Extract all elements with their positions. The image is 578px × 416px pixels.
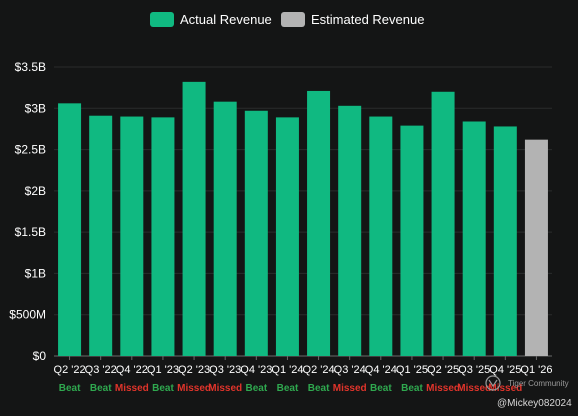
result-label: Beat <box>245 383 267 394</box>
y-tick-label: $2B <box>25 184 46 198</box>
x-tick-label: Q4 '25 <box>489 364 521 376</box>
watermark: Tiger Community @Mickey082024 <box>485 375 572 409</box>
y-tick-label: $3B <box>25 101 46 115</box>
x-tick-label: Q2 '25 <box>427 364 459 376</box>
bar-actual[interactable] <box>431 91 455 357</box>
tiger-logo-icon <box>485 375 501 391</box>
y-tick-label: $1.5B <box>15 225 46 239</box>
bar-actual[interactable] <box>462 121 486 356</box>
result-label: Missed <box>177 383 211 394</box>
x-tick-label: Q3 '22 <box>85 364 117 376</box>
result-label: Beat <box>277 383 299 394</box>
x-tick-label: Q3 '25 <box>458 364 490 376</box>
x-tick-label: Q2 '24 <box>303 364 335 376</box>
result-label: Missed <box>457 383 491 394</box>
bar-actual[interactable] <box>182 81 206 356</box>
y-tick-label: $3.5B <box>15 60 46 74</box>
bar-actual[interactable] <box>400 125 424 356</box>
y-tick-label: $2.5B <box>15 143 46 157</box>
x-tick-label: Q4 '23 <box>240 364 272 376</box>
bar-actual[interactable] <box>338 105 362 357</box>
watermark-brand: Tiger Community <box>508 379 569 388</box>
bar-actual[interactable] <box>369 116 393 357</box>
legend-label-actual: Actual Revenue <box>180 12 272 27</box>
x-tick-label: Q4 '22 <box>116 364 148 376</box>
result-label: Beat <box>90 383 112 394</box>
x-tick-label: Q1 '25 <box>396 364 428 376</box>
result-label: Missed <box>208 383 242 394</box>
result-label: Beat <box>401 383 423 394</box>
legend-swatch-actual <box>150 12 174 27</box>
x-tick-label: Q1 '26 <box>520 364 552 376</box>
y-tick-label: $500M <box>9 308 46 322</box>
bar-actual[interactable] <box>307 90 331 357</box>
legend-swatch-estimated <box>281 12 305 27</box>
legend-label-estimated: Estimated Revenue <box>311 12 424 27</box>
bars <box>58 81 548 357</box>
result-label: Missed <box>333 383 367 394</box>
x-tick-label: Q4 '24 <box>365 364 397 376</box>
result-label: Beat <box>59 383 81 394</box>
bar-actual[interactable] <box>58 103 82 357</box>
x-tick-label: Q2 '23 <box>178 364 210 376</box>
bar-actual[interactable] <box>213 101 237 357</box>
bar-estimated[interactable] <box>524 139 548 356</box>
watermark-handle: @Mickey082024 <box>497 398 572 409</box>
result-label: Beat <box>152 383 174 394</box>
bar-actual[interactable] <box>89 115 113 357</box>
bar-actual[interactable] <box>244 110 268 357</box>
bar-actual[interactable] <box>275 117 299 357</box>
y-tick-label: $0 <box>33 349 47 363</box>
x-tick-label: Q1 '23 <box>147 364 179 376</box>
x-tick-label: Q3 '23 <box>209 364 241 376</box>
y-axis-ticks: $0 $500M $1B $1.5B $2B $2.5B $3B $3.5B <box>9 60 46 363</box>
result-label: Beat <box>370 383 392 394</box>
result-label: Missed <box>488 383 522 394</box>
x-tick-label: Q2 '22 <box>54 364 86 376</box>
legend[interactable]: Actual Revenue Estimated Revenue <box>150 12 424 27</box>
bar-actual[interactable] <box>493 126 517 356</box>
bar-actual[interactable] <box>151 117 175 357</box>
result-label: Missed <box>426 383 460 394</box>
result-label: Beat <box>308 383 330 394</box>
bar-actual[interactable] <box>120 116 144 357</box>
x-tick-label: Q3 '24 <box>334 364 366 376</box>
y-tick-label: $1B <box>25 266 46 280</box>
x-tick-label: Q1 '24 <box>271 364 303 376</box>
result-label: Missed <box>115 383 149 394</box>
x-axis: Q2 '22 Q3 '22 Q4 '22 Q1 '23 Q2 '23 Q3 '23 Q4 '… <box>54 356 552 376</box>
